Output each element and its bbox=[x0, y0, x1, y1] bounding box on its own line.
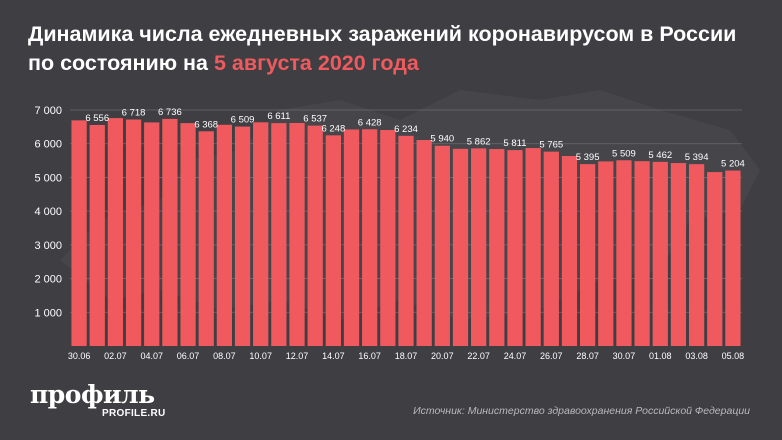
source-note: Источник: Министерство здравоохранения Р… bbox=[413, 405, 750, 417]
bar bbox=[380, 130, 396, 346]
bar bbox=[107, 118, 124, 346]
x-axis-labels: 30.06 02.07 04.07 06.07 08.07 10.07 12.07 14.07… bbox=[68, 351, 744, 361]
bar bbox=[343, 129, 360, 346]
y-axis-labels: 1 000 2 000 3 000 4 000 5 000 6 000 7 000 bbox=[34, 105, 62, 319]
data-label: 5 462 bbox=[648, 150, 672, 161]
x-tick-label: 20.07 bbox=[431, 351, 454, 361]
bar bbox=[253, 122, 269, 346]
x-tick-label: 18.07 bbox=[395, 351, 418, 361]
x-tick-label: 03.08 bbox=[685, 351, 708, 361]
bar bbox=[398, 135, 414, 346]
bar bbox=[162, 118, 178, 346]
bar bbox=[180, 123, 196, 346]
bars bbox=[71, 118, 741, 347]
bar bbox=[616, 160, 632, 346]
y-tick-label: 3 000 bbox=[34, 240, 62, 252]
data-label: 6 368 bbox=[194, 119, 218, 130]
bar bbox=[144, 122, 160, 346]
y-tick-label: 5 000 bbox=[34, 172, 62, 184]
bar bbox=[89, 124, 105, 346]
x-tick-label: 12.07 bbox=[286, 351, 309, 361]
x-tick-label: 26.07 bbox=[540, 351, 563, 361]
bar bbox=[362, 129, 378, 346]
bar bbox=[71, 120, 87, 347]
data-label: 6 537 bbox=[303, 114, 327, 125]
data-label: 6 736 bbox=[158, 107, 182, 118]
bar bbox=[307, 125, 323, 346]
x-tick-label: 01.08 bbox=[649, 351, 672, 361]
data-label: 5 395 bbox=[576, 152, 600, 163]
logo-text: профиль bbox=[30, 380, 155, 409]
x-tick-label: 14.07 bbox=[322, 351, 345, 361]
y-tick-label: 2 000 bbox=[34, 274, 62, 286]
bar bbox=[325, 135, 341, 346]
bar bbox=[543, 151, 559, 346]
bar bbox=[561, 156, 578, 346]
data-label: 6 428 bbox=[358, 117, 382, 128]
y-tick-label: 1 000 bbox=[34, 307, 62, 319]
bar bbox=[434, 145, 450, 346]
brand-logo[interactable]: профиль PROFILE.RU bbox=[30, 380, 165, 420]
x-tick-label: 04.07 bbox=[140, 351, 163, 361]
x-tick-label: 06.07 bbox=[177, 351, 200, 361]
bar bbox=[289, 122, 305, 346]
x-tick-label: 10.07 bbox=[249, 351, 272, 361]
bar bbox=[471, 148, 487, 346]
bar bbox=[489, 149, 505, 346]
data-label: 5 204 bbox=[721, 159, 745, 170]
bar bbox=[707, 172, 723, 346]
y-tick-label: 4 000 bbox=[34, 206, 62, 218]
data-label: 6 248 bbox=[321, 123, 345, 134]
bar bbox=[452, 148, 469, 346]
data-label: 5 811 bbox=[503, 138, 526, 149]
x-tick-label: 16.07 bbox=[358, 351, 381, 361]
x-tick-label: 24.07 bbox=[504, 351, 527, 361]
data-label: 6 509 bbox=[231, 115, 255, 126]
x-tick-label: 22.07 bbox=[467, 351, 490, 361]
y-tick-label: 7 000 bbox=[34, 105, 62, 117]
data-label: 6 556 bbox=[85, 113, 109, 124]
bar bbox=[525, 148, 541, 346]
bar bbox=[652, 161, 668, 346]
data-label: 5 862 bbox=[467, 136, 491, 147]
bar bbox=[125, 119, 142, 346]
bar bbox=[198, 131, 214, 346]
bar bbox=[670, 163, 687, 346]
data-label: 5 765 bbox=[539, 140, 563, 151]
x-tick-label: 08.07 bbox=[213, 351, 236, 361]
chart-title: Динамика числа ежедневных заражений коро… bbox=[28, 20, 768, 78]
x-tick-label: 30.06 bbox=[68, 351, 91, 361]
x-tick-label: 05.08 bbox=[722, 351, 745, 361]
data-label: 6 718 bbox=[122, 108, 146, 119]
data-label: 5 509 bbox=[612, 148, 636, 159]
title-accent-date: 5 августа 2020 года bbox=[213, 51, 419, 75]
bar bbox=[688, 164, 705, 346]
data-label: 6 234 bbox=[394, 124, 418, 135]
bar bbox=[634, 161, 650, 346]
bar bbox=[598, 161, 614, 346]
bar bbox=[271, 123, 287, 346]
data-label: 5 940 bbox=[430, 134, 454, 145]
x-tick-label: 02.07 bbox=[104, 351, 127, 361]
bar bbox=[416, 140, 432, 346]
bar bbox=[579, 164, 596, 346]
logo-url: PROFILE.RU bbox=[102, 408, 166, 419]
x-tick-label: 30.07 bbox=[613, 351, 636, 361]
bar bbox=[234, 126, 251, 346]
y-tick-label: 6 000 bbox=[34, 139, 62, 151]
title-main: Динамика числа ежедневных заражений коро… bbox=[28, 22, 737, 75]
bar bbox=[216, 124, 233, 347]
data-label: 6 611 bbox=[267, 111, 290, 122]
data-label: 5 394 bbox=[685, 152, 709, 163]
x-tick-label: 28.07 bbox=[576, 351, 599, 361]
bar bbox=[725, 170, 741, 346]
bar bbox=[507, 150, 523, 346]
